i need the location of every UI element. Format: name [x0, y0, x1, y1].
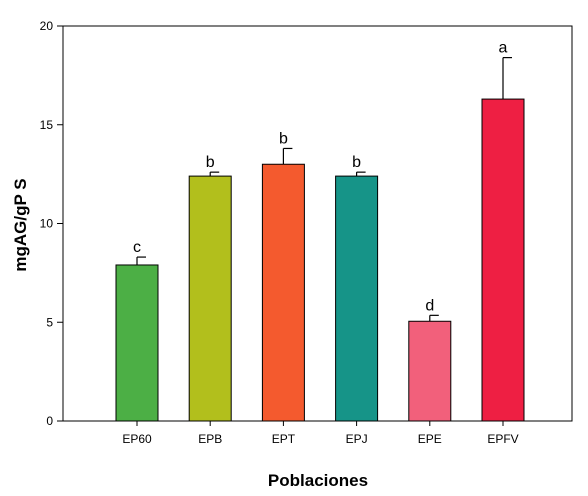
bar-epfv [481, 98, 525, 422]
y-tick-label: 15 [40, 118, 54, 132]
significance-label: b [352, 154, 361, 171]
y-axis-title: mgAG/gP S [11, 178, 30, 271]
x-axis-title: Poblaciones [268, 471, 368, 490]
significance-label: c [133, 239, 141, 256]
plot-area: 0 5 10 15 20 c EP60 b EPB b EPT b EPJ d EPE a EPFV [40, 19, 573, 446]
x-tick-label: EP60 [122, 432, 152, 446]
significance-label: a [499, 40, 508, 57]
bar-epe [408, 320, 452, 422]
y-tick-label: 10 [40, 217, 54, 231]
significance-label: d [425, 297, 434, 314]
bar-epj [335, 175, 379, 422]
bar-epb [188, 175, 232, 422]
bar-ept [261, 163, 305, 422]
y-tick-label: 0 [46, 414, 53, 428]
significance-label: b [279, 130, 288, 147]
x-tick-label: EPE [418, 432, 442, 446]
y-tick-label: 5 [46, 315, 53, 329]
x-tick-label: EPT [272, 432, 296, 446]
y-tick-label: 20 [40, 19, 54, 33]
x-tick-label: EPFV [487, 432, 518, 446]
bar-ep60 [115, 264, 159, 422]
x-tick-label: EPJ [346, 432, 368, 446]
significance-label: b [206, 154, 215, 171]
x-tick-label: EPB [198, 432, 222, 446]
